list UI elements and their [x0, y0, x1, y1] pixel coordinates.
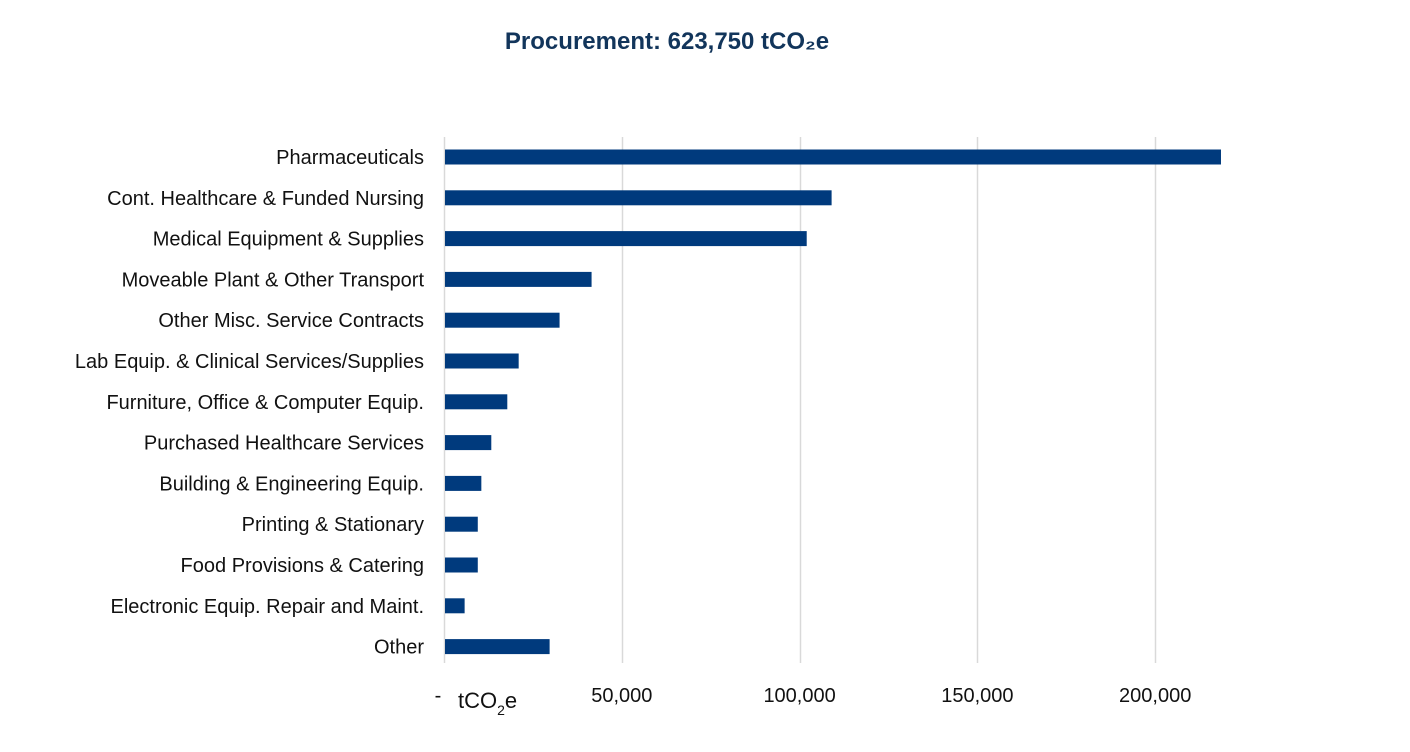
- bar: [445, 394, 508, 410]
- category-labels: Pharmaceuticals Cont. Healthcare & Funded…: [75, 147, 425, 659]
- bar: [445, 639, 550, 655]
- x-tick-label: 150,000: [941, 685, 1013, 707]
- category-label: Printing & Stationary: [242, 514, 424, 536]
- x-tick-label: 50,000: [591, 685, 652, 707]
- bar: [445, 231, 807, 247]
- bar: [445, 435, 492, 451]
- bar: [445, 557, 478, 573]
- category-label: Cont. Healthcare & Funded Nursing: [107, 188, 424, 210]
- x-tick-label: 200,000: [1119, 685, 1191, 707]
- grid-lines: [443, 137, 1157, 663]
- category-label: Furniture, Office & Computer Equip.: [106, 392, 424, 414]
- bar: [445, 190, 832, 206]
- x-tick-labels: - 50,000 100,000 150,000 200,000: [435, 685, 1192, 707]
- bar: [445, 475, 482, 491]
- category-label: Other: [374, 637, 424, 659]
- category-label: Electronic Equip. Repair and Maint.: [111, 596, 425, 618]
- bar: [445, 353, 519, 369]
- category-label: Building & Engineering Equip.: [159, 473, 424, 495]
- bars: [445, 149, 1221, 655]
- chart-title: Procurement: 623,750 tCO₂e: [504, 28, 830, 55]
- category-label: Medical Equipment & Supplies: [153, 229, 424, 251]
- bar: [445, 271, 592, 287]
- bar: [445, 598, 465, 614]
- x-axis-unit-label: tCO2e: [458, 688, 517, 718]
- x-tick-label: -: [435, 685, 442, 707]
- category-label: Other Misc. Service Contracts: [158, 310, 424, 332]
- bar: [445, 516, 478, 532]
- x-tick-label: 100,000: [763, 685, 835, 707]
- category-label: Moveable Plant & Other Transport: [122, 269, 425, 291]
- bar: [445, 312, 560, 328]
- category-label: Purchased Healthcare Services: [144, 433, 424, 455]
- bar: [445, 149, 1221, 165]
- category-label: Food Provisions & Catering: [181, 555, 424, 577]
- category-label: Lab Equip. & Clinical Services/Supplies: [75, 351, 424, 373]
- category-label: Pharmaceuticals: [276, 147, 424, 169]
